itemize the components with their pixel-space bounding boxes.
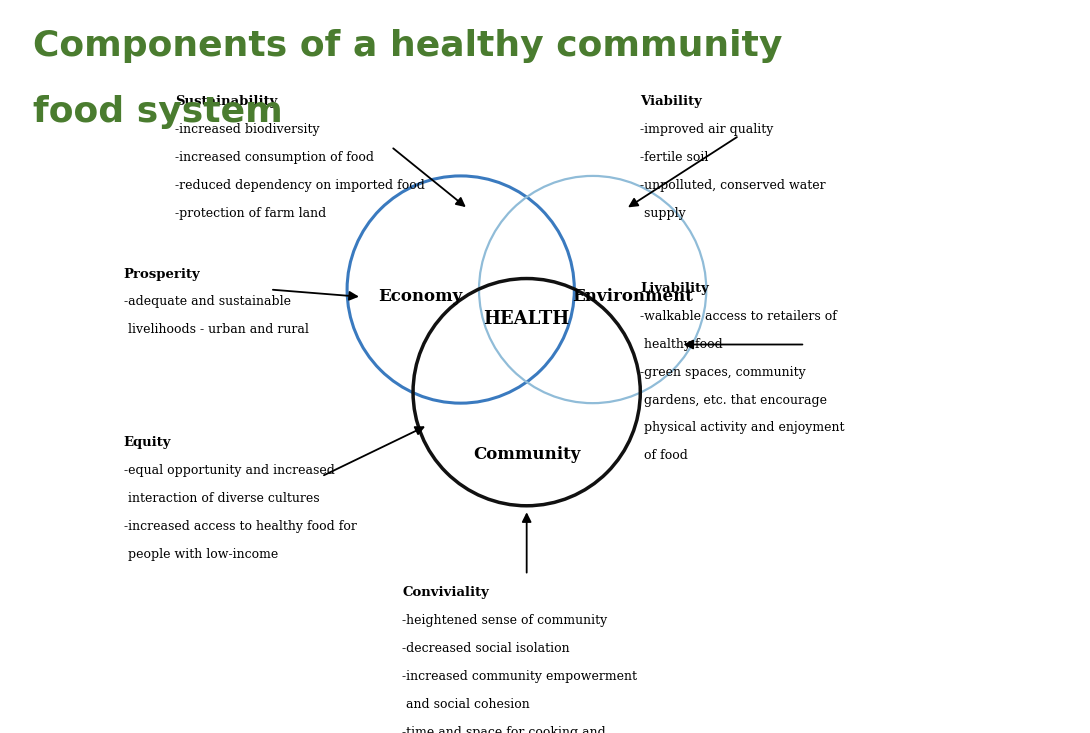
Text: HEALTH: HEALTH [484,310,570,328]
Text: physical activity and enjoyment: physical activity and enjoyment [640,421,845,435]
Text: food system: food system [33,95,282,129]
Text: Livability: Livability [640,282,710,295]
Text: -walkable access to retailers of: -walkable access to retailers of [640,310,837,323]
Text: Environment: Environment [572,288,693,306]
Text: -heightened sense of community: -heightened sense of community [402,614,607,627]
Text: -protection of farm land: -protection of farm land [174,207,326,220]
Text: Viability: Viability [640,95,702,108]
Text: Sustainability: Sustainability [174,95,277,108]
Text: -increased community empowerment: -increased community empowerment [402,670,637,683]
Text: interaction of diverse cultures: interaction of diverse cultures [123,492,319,505]
Text: -adequate and sustainable: -adequate and sustainable [123,295,291,309]
Text: -decreased social isolation: -decreased social isolation [402,642,570,655]
Text: -improved air quality: -improved air quality [640,123,774,136]
Text: gardens, etc. that encourage: gardens, etc. that encourage [640,394,827,407]
Text: -increased biodiversity: -increased biodiversity [174,123,319,136]
Text: Economy: Economy [378,288,462,306]
Text: livelihoods - urban and rural: livelihoods - urban and rural [123,323,308,336]
Text: Components of a healthy community: Components of a healthy community [33,29,783,63]
Text: -fertile soil: -fertile soil [640,151,708,164]
Text: supply: supply [640,207,686,220]
Text: -reduced dependency on imported food: -reduced dependency on imported food [174,179,425,192]
Text: -green spaces, community: -green spaces, community [640,366,806,379]
Text: Community: Community [473,446,580,463]
Text: healthy food: healthy food [640,338,723,351]
Text: people with low-income: people with low-income [123,548,278,561]
Text: Prosperity: Prosperity [123,268,201,281]
Text: -increased access to healthy food for: -increased access to healthy food for [123,520,356,533]
Text: -equal opportunity and increased: -equal opportunity and increased [123,464,335,477]
Text: and social cohesion: and social cohesion [402,698,530,711]
Text: -increased consumption of food: -increased consumption of food [174,151,374,164]
Text: of food: of food [640,449,688,463]
Text: Equity: Equity [123,436,171,449]
Text: -time and space for cooking and: -time and space for cooking and [402,726,606,733]
Text: -unpolluted, conserved water: -unpolluted, conserved water [640,179,826,192]
Text: Conviviality: Conviviality [402,586,489,600]
